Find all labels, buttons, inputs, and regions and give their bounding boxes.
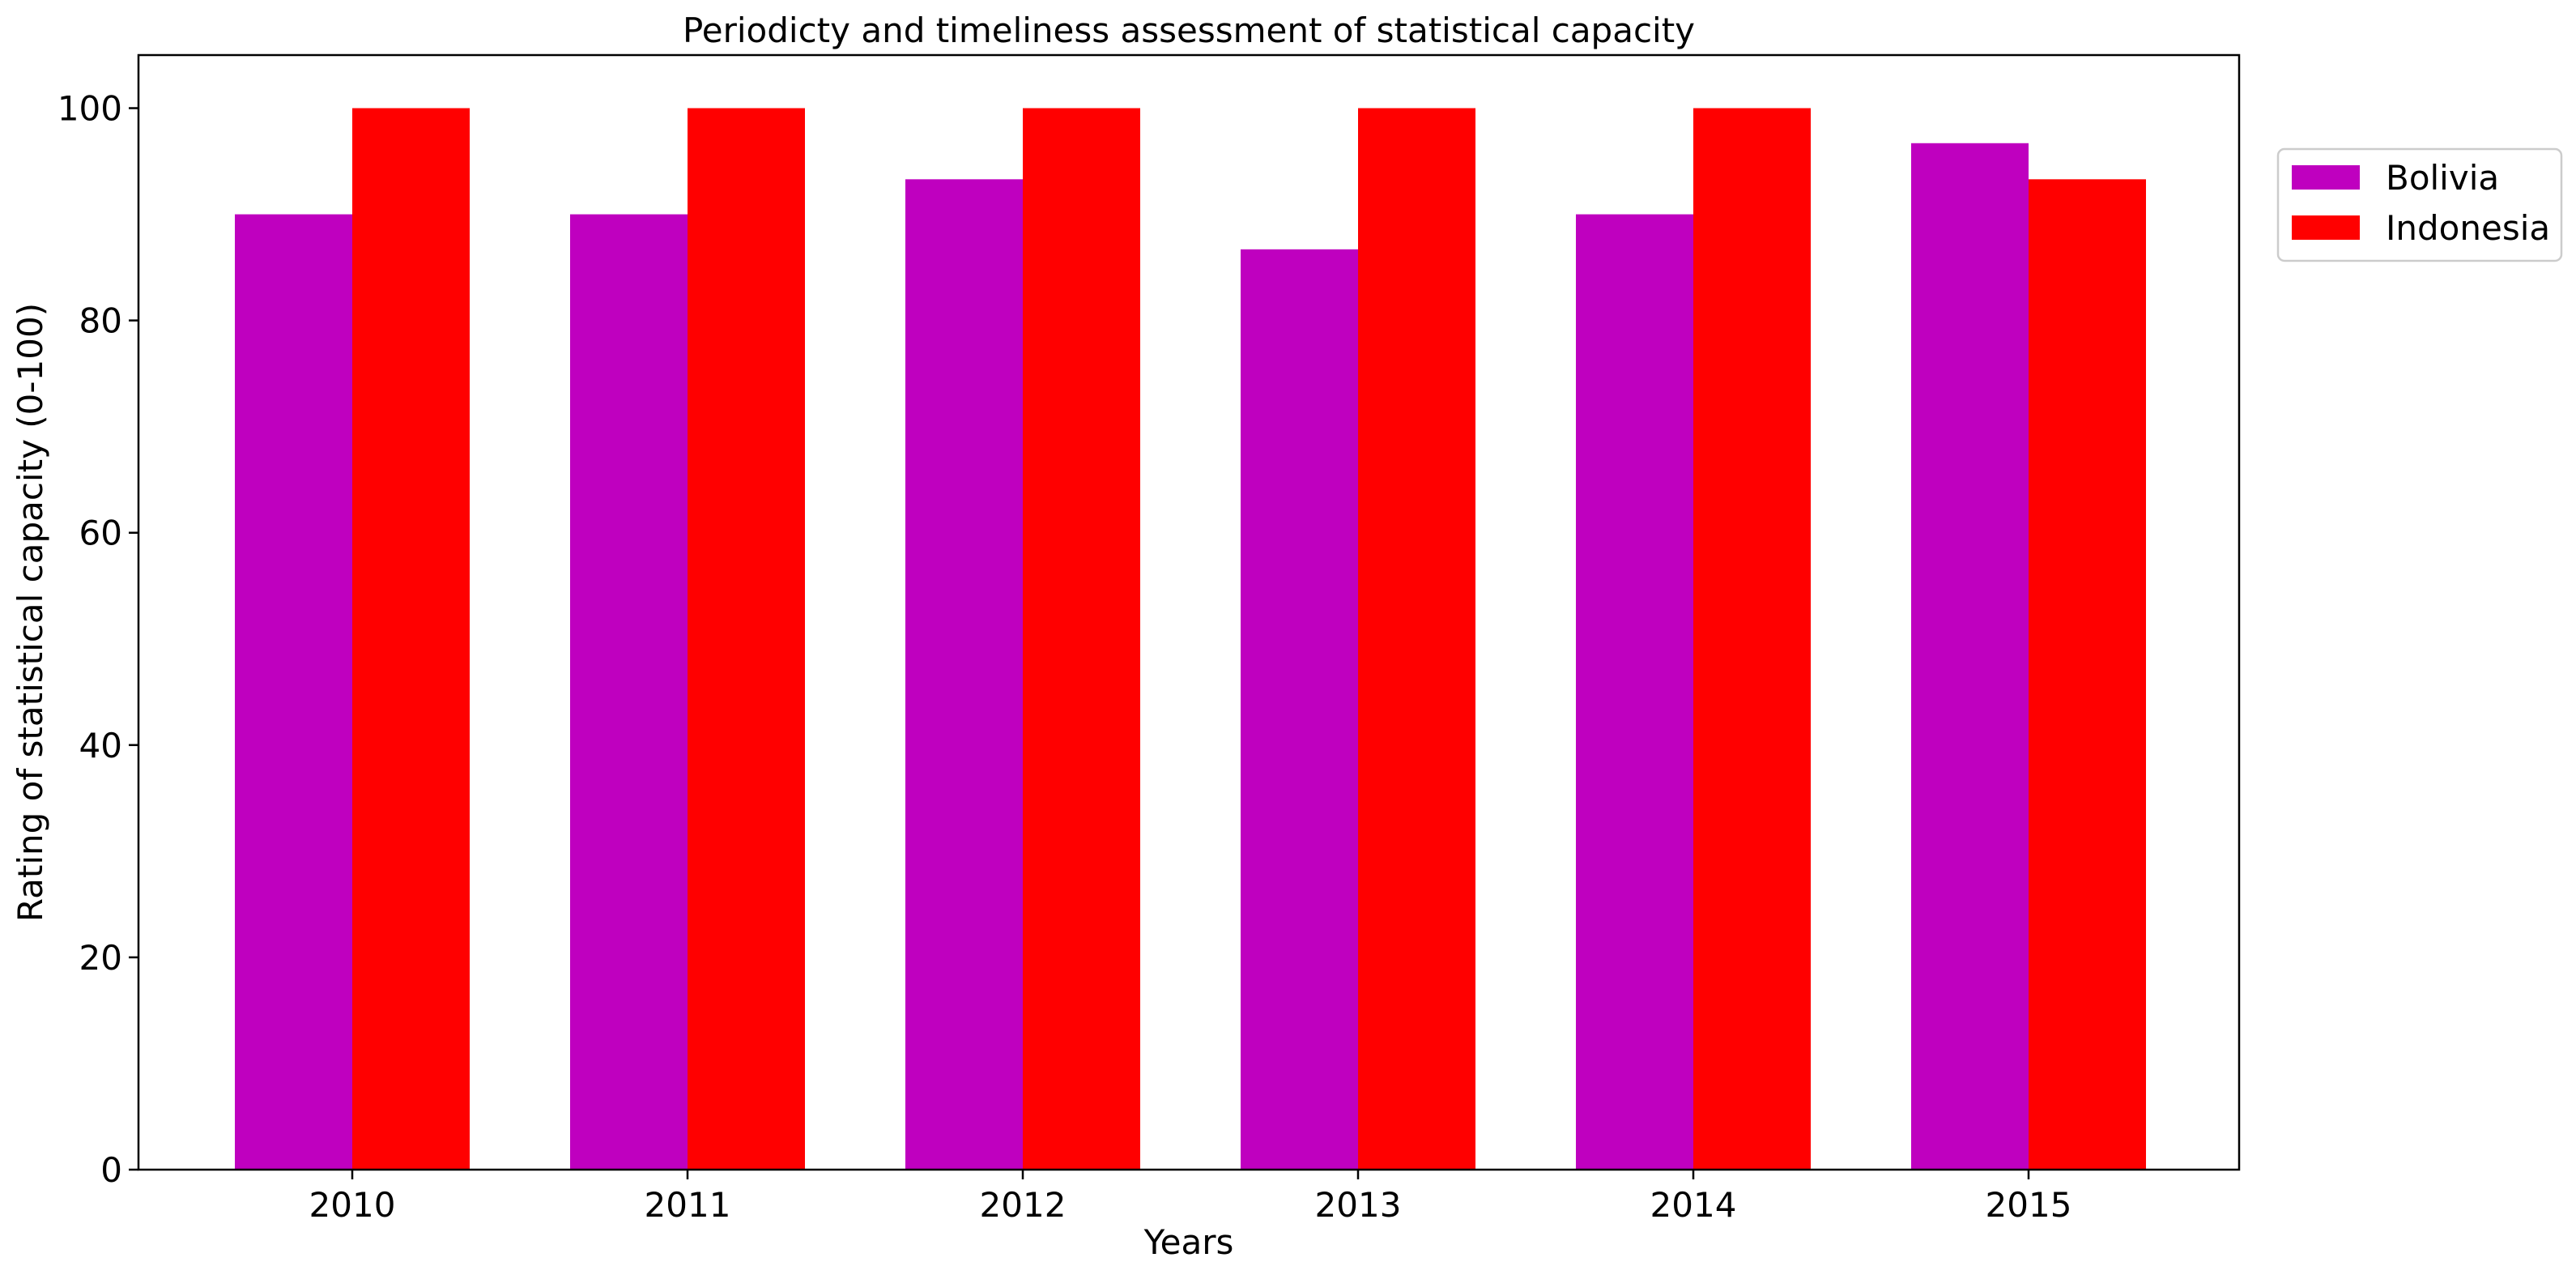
x-axis-label: Years — [1143, 1222, 1234, 1262]
y-tick-label: 40 — [79, 726, 122, 765]
bar-indonesia-2010 — [352, 108, 470, 1170]
bar-bolivia-2010 — [235, 214, 352, 1170]
legend-swatch-indonesia — [2292, 215, 2360, 240]
bar-bolivia-2013 — [1241, 249, 1358, 1170]
y-tick-label: 100 — [57, 89, 122, 129]
bar-bolivia-2012 — [905, 179, 1023, 1170]
legend-swatch-bolivia — [2292, 165, 2360, 190]
x-axis: 2010 2011 2012 2013 2014 2015 — [309, 1170, 2072, 1225]
bar-indonesia-2015 — [2029, 179, 2146, 1170]
bar-bolivia-2014 — [1576, 214, 1693, 1170]
chart-title: Periodicty and timeliness assessment of … — [683, 11, 1695, 50]
y-tick-label: 80 — [79, 301, 122, 341]
plot-frame — [137, 53, 2241, 1171]
y-tick-label: 20 — [79, 938, 122, 978]
y-axis: 0 20 40 60 80 100 — [57, 89, 138, 1190]
x-tick-label: 2015 — [1986, 1185, 2072, 1225]
legend: Bolivia Indonesia — [2276, 147, 2563, 262]
x-tick-label: 2012 — [980, 1185, 1067, 1225]
legend-label-bolivia: Bolivia — [2386, 158, 2499, 198]
bar-indonesia-2013 — [1358, 108, 1475, 1170]
x-tick-label: 2013 — [1315, 1185, 1402, 1225]
bar-bolivia-2011 — [570, 214, 688, 1170]
bar-indonesia-2011 — [688, 108, 805, 1170]
y-axis-label: Rating of statistical capacity (0-100) — [11, 303, 50, 922]
x-tick-label: 2010 — [309, 1185, 396, 1225]
y-tick-label: 60 — [79, 514, 122, 553]
bar-indonesia-2014 — [1693, 108, 1811, 1170]
bars-group — [235, 108, 2146, 1170]
y-tick-label: 0 — [100, 1150, 122, 1190]
x-tick-label: 2011 — [645, 1185, 731, 1225]
legend-label-indonesia: Indonesia — [2386, 208, 2550, 248]
x-tick-label: 2014 — [1650, 1185, 1737, 1225]
bar-bolivia-2015 — [1911, 143, 2029, 1170]
bar-indonesia-2012 — [1023, 108, 1140, 1170]
